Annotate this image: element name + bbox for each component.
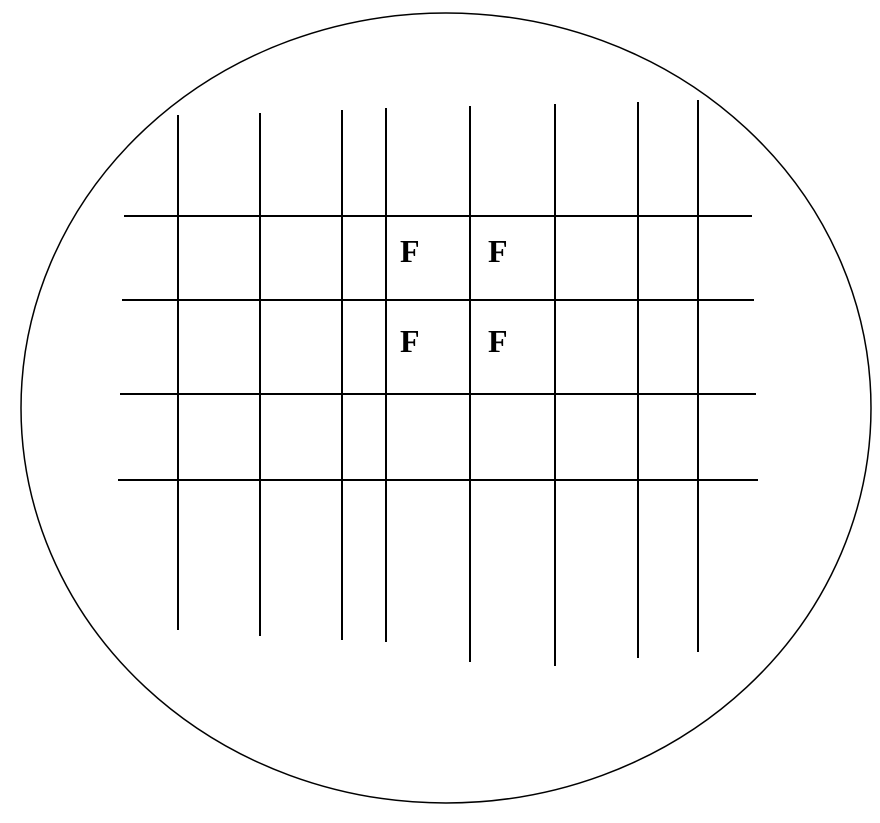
cell-label: F <box>400 233 420 269</box>
background <box>0 0 880 823</box>
cell-label: F <box>400 323 420 359</box>
cell-label: F <box>488 323 508 359</box>
grid-circle-diagram: F F F F <box>0 0 880 823</box>
cell-label: F <box>488 233 508 269</box>
